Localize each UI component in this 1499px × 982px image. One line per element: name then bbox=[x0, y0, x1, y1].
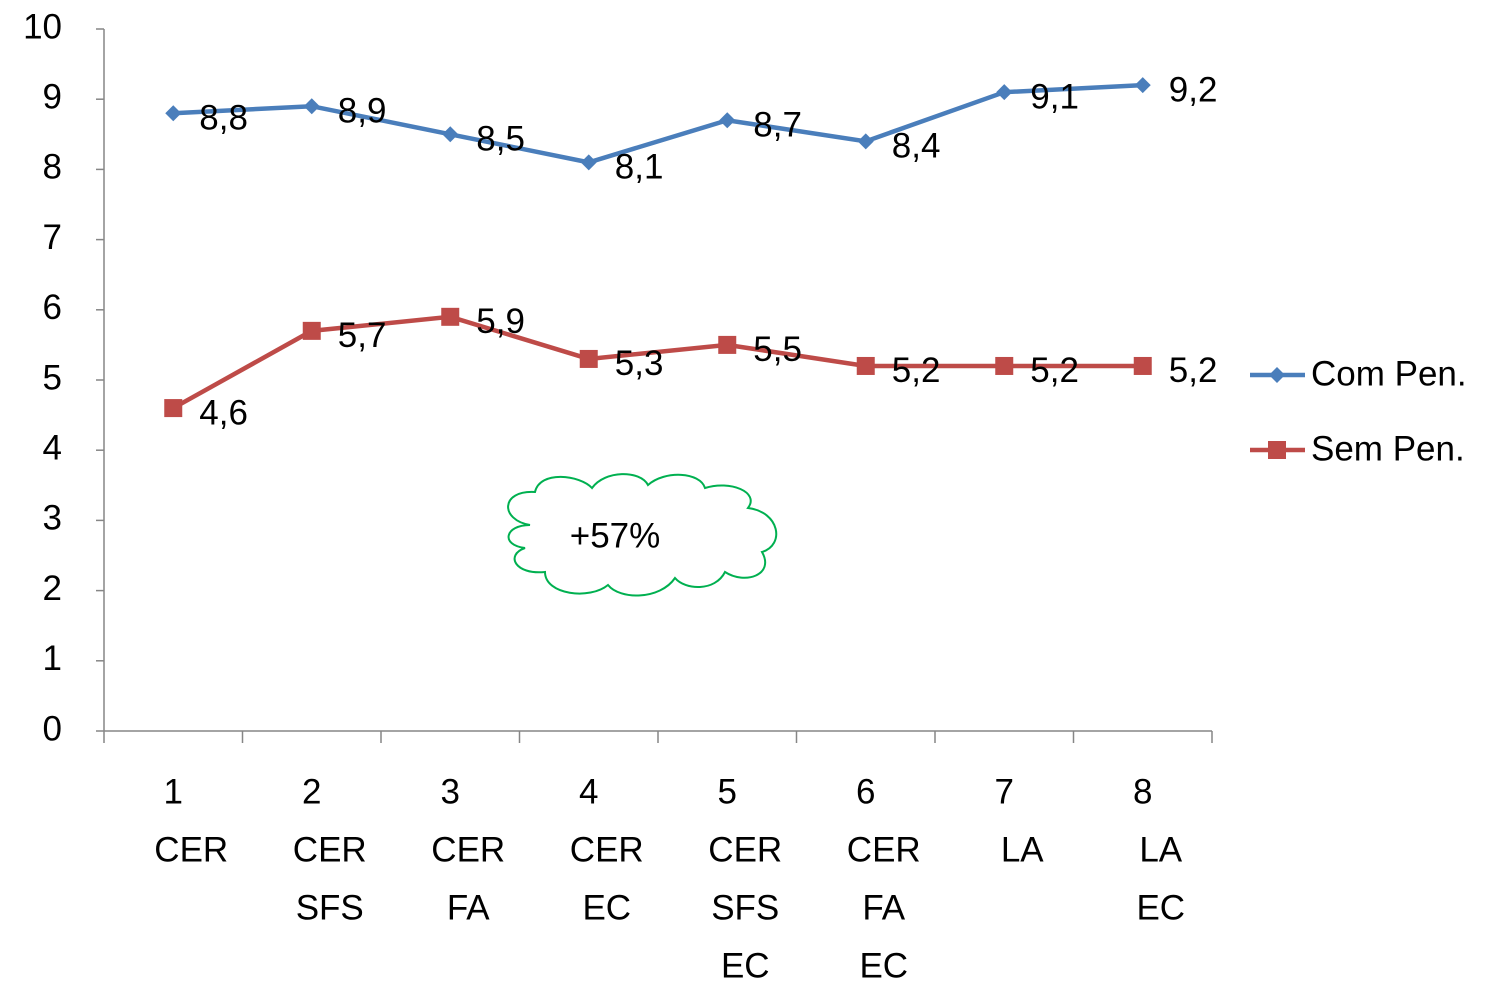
data-label: 5,2 bbox=[1169, 351, 1218, 390]
x-tick-label: CER bbox=[847, 830, 921, 869]
point bbox=[1133, 356, 1152, 375]
x-tick-label: CER bbox=[708, 830, 782, 869]
legend-marker bbox=[1269, 367, 1285, 383]
cloud-shape bbox=[507, 473, 778, 597]
x-tick-label: CER bbox=[293, 830, 367, 869]
x-tick-label: FA bbox=[447, 888, 490, 927]
x-tick-label: EC bbox=[582, 888, 631, 927]
x-tick-label: EC bbox=[1136, 888, 1185, 927]
x-tick-label: 5 bbox=[718, 772, 737, 811]
data-label: 5,3 bbox=[615, 344, 664, 383]
point bbox=[718, 335, 737, 354]
data-label: 8,5 bbox=[476, 120, 525, 159]
y-tick-label: 3 bbox=[43, 499, 62, 538]
x-tick-label: 8 bbox=[1133, 772, 1152, 811]
x-tick-label: FA bbox=[862, 888, 905, 927]
annotation-text: +57% bbox=[570, 516, 661, 555]
legend-label: Sem Pen. bbox=[1311, 429, 1465, 468]
point bbox=[856, 356, 875, 375]
series-line bbox=[172, 314, 1143, 411]
data-label: 8,4 bbox=[892, 127, 941, 166]
x-tick-label: CER bbox=[570, 830, 644, 869]
y-tick-label: 4 bbox=[43, 428, 62, 467]
data-label: 8,1 bbox=[615, 148, 664, 187]
point bbox=[303, 98, 320, 115]
legend-label: Com Pen. bbox=[1311, 354, 1467, 393]
x-tick-label: 3 bbox=[441, 772, 460, 811]
y-tick-label: 8 bbox=[43, 148, 62, 187]
legend-marker bbox=[1268, 441, 1286, 459]
data-label: 4,6 bbox=[199, 393, 248, 432]
x-tick-label: SFS bbox=[296, 888, 364, 927]
point bbox=[442, 126, 459, 143]
y-tick-label: 1 bbox=[43, 639, 62, 678]
y-tick-label: 10 bbox=[23, 7, 62, 46]
point bbox=[579, 349, 598, 368]
data-label: 8,8 bbox=[199, 98, 248, 137]
x-tick-label: SFS bbox=[711, 888, 779, 927]
data-label: 5,7 bbox=[338, 316, 387, 355]
data-label: 5,9 bbox=[476, 302, 525, 341]
point bbox=[995, 356, 1014, 375]
x-tick-label: CER bbox=[154, 830, 228, 869]
data-label: 5,2 bbox=[1030, 351, 1079, 390]
x-tick-label: 7 bbox=[995, 772, 1014, 811]
data-label: 5,5 bbox=[753, 330, 802, 369]
y-tick-label: 6 bbox=[43, 288, 62, 327]
y-tick-label: 2 bbox=[43, 569, 62, 608]
x-tick-label: EC bbox=[721, 946, 770, 982]
point bbox=[165, 105, 182, 122]
x-tick-label: 6 bbox=[856, 772, 875, 811]
x-tick-label: 4 bbox=[579, 772, 598, 811]
annotation-cloud: +57% bbox=[507, 473, 778, 597]
data-label: 8,7 bbox=[753, 106, 802, 145]
data-label: 9,1 bbox=[1030, 77, 1079, 116]
y-tick-label: 7 bbox=[43, 218, 62, 257]
point bbox=[580, 154, 597, 171]
x-tick-label: EC bbox=[859, 946, 908, 982]
point bbox=[164, 399, 183, 418]
y-tick-label: 5 bbox=[43, 358, 62, 397]
x-tick-label: 2 bbox=[302, 772, 321, 811]
data-label: 9,2 bbox=[1169, 70, 1218, 109]
x-tick-label: 1 bbox=[164, 772, 183, 811]
point bbox=[719, 112, 736, 129]
y-tick-label: 0 bbox=[43, 709, 62, 748]
point bbox=[1134, 77, 1151, 94]
data-label: 8,9 bbox=[338, 91, 387, 130]
point bbox=[441, 307, 460, 326]
point bbox=[857, 133, 874, 150]
y-tick-label: 9 bbox=[43, 77, 62, 116]
x-tick-label: LA bbox=[1001, 830, 1044, 869]
x-tick-label: LA bbox=[1139, 830, 1182, 869]
point bbox=[302, 321, 321, 340]
plot: 0 1 2 3 4 5 6 7 8 9 10 1 CER 2 CER SFS 3 CER FA 4 CER EC 5 CER S… bbox=[23, 7, 1467, 982]
point bbox=[996, 84, 1013, 101]
x-tick-label: CER bbox=[431, 830, 505, 869]
series-line bbox=[173, 82, 1143, 165]
data-label: 5,2 bbox=[892, 351, 941, 390]
